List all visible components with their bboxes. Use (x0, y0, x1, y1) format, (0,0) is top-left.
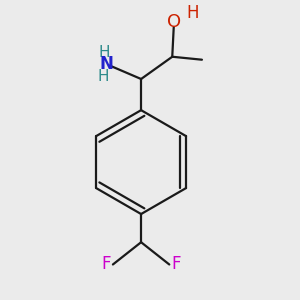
Text: N: N (99, 55, 113, 73)
Text: F: F (102, 256, 111, 274)
Text: H: H (187, 4, 199, 22)
Text: O: O (167, 13, 181, 31)
Text: F: F (171, 256, 181, 274)
Text: H: H (99, 45, 110, 60)
Text: H: H (98, 69, 109, 84)
